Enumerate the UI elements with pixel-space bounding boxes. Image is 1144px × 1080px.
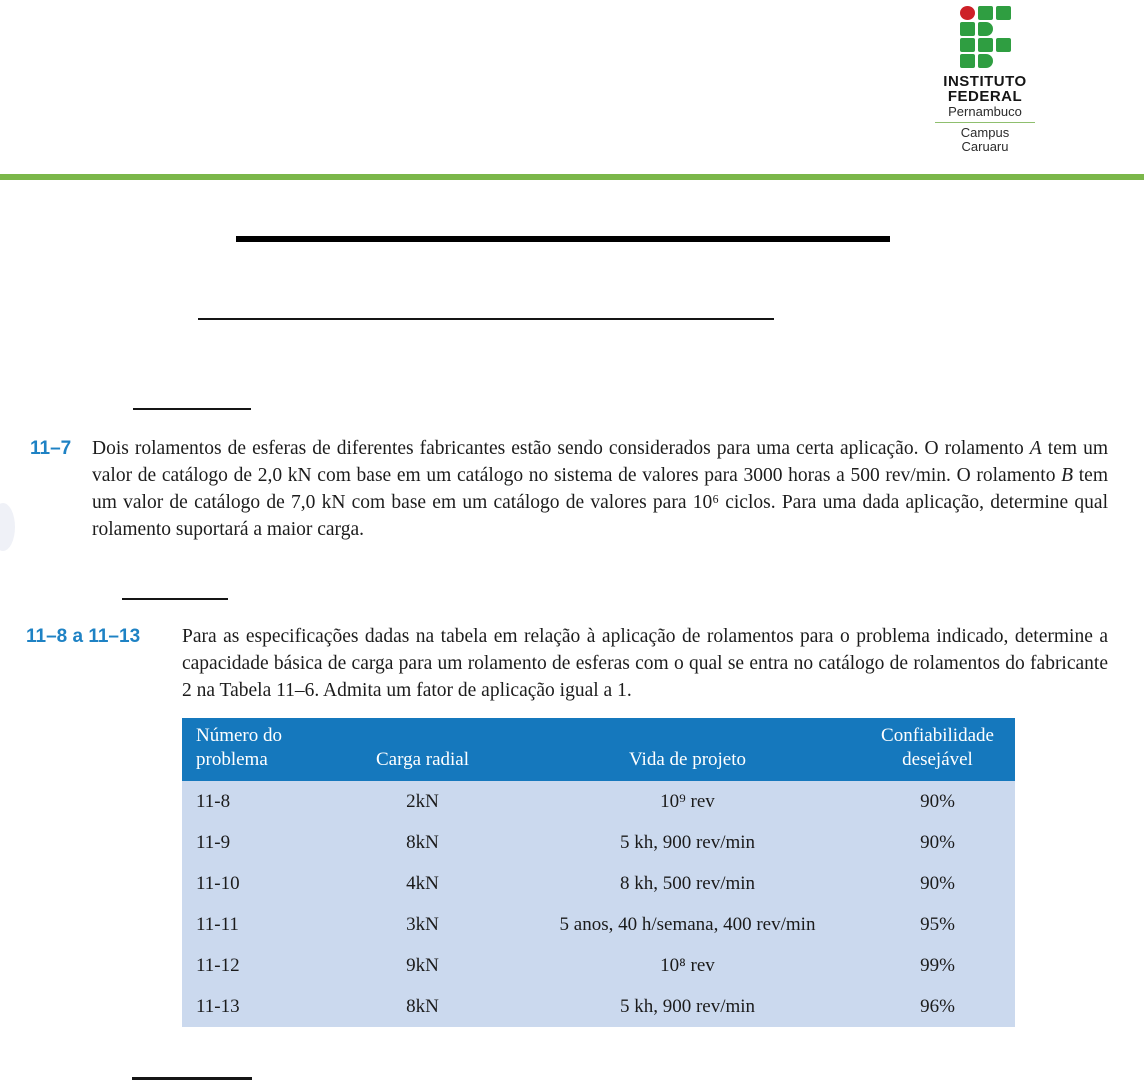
table-cell: 8 kh, 500 rev/min [515,863,860,904]
table-cell: 90% [860,822,1015,863]
table-cell: 90% [860,781,1015,822]
ifpe-logo: INSTITUTO FEDERAL Pernambuco Campus Caru… [898,6,1072,154]
table-cell: 11-10 [182,863,330,904]
header-green-bar [0,174,1144,180]
problem-label-11-8-a-11-13: 11–8 a 11–13 [26,626,141,647]
table-cell: 5 kh, 900 rev/min [515,822,860,863]
table-cell: 2kN [330,781,515,822]
section-rule-above-11-7 [133,408,251,410]
table-cell: 95% [860,904,1015,945]
table-row: 11-12 9kN 10⁸ rev 99% [182,945,1015,986]
table-cell: 11-9 [182,822,330,863]
section-rule-above-11-8 [122,598,228,600]
page-edge-artifact [0,503,15,551]
table-cell: 99% [860,945,1015,986]
logo-state: Pernambuco [948,104,1022,119]
subtitle-rule-thin [198,318,774,320]
logo-divider [935,122,1035,123]
table-cell: 9kN [330,945,515,986]
table-cell: 8kN [330,822,515,863]
logo-institution-line1: INSTITUTO [943,73,1027,90]
table-row: 11-9 8kN 5 kh, 900 rev/min 90% [182,822,1015,863]
logo-red-dot [959,6,975,20]
table-cell: 10⁹ rev [515,781,860,822]
table-row: 11-13 8kN 5 kh, 900 rev/min 96% [182,986,1015,1027]
bearing-spec-table: Número do problema Carga radial Vida de … [182,718,1015,1027]
table-row: 11-11 3kN 5 anos, 40 h/semana, 400 rev/min… [182,904,1015,945]
table-cell: 90% [860,863,1015,904]
table-cell: 5 kh, 900 rev/min [515,986,860,1027]
table-cell: 11-12 [182,945,330,986]
table-row: 11-10 4kN 8 kh, 500 rev/min 90% [182,863,1015,904]
logo-campus-line2: Caruaru [961,139,1009,154]
table-cell: 4kN [330,863,515,904]
table-cell: 11-11 [182,904,330,945]
problem-text-11-7: Dois rolamentos de esferas de diferentes… [92,438,1108,540]
table-cell: 3kN [330,904,515,945]
col-header-design-life: Vida de projeto [515,718,860,781]
col-header-radial-load: Carga radial [330,718,515,781]
col-header-reliability: Confiabilidade desejável [860,718,1015,781]
table-cell: 8kN [330,986,515,1027]
logo-institution-line2: FEDERAL [947,88,1023,105]
logo-campus-line1: Campus [960,125,1010,140]
table-cell: 10⁸ rev [515,945,860,986]
col-header-problem-number: Número do problema [182,718,330,781]
problem-text-11-8-a-11-13: Para as especificações dadas na tabela e… [182,626,1108,701]
table-cell: 96% [860,986,1015,1027]
table-header-row: Número do problema Carga radial Vida de … [182,718,1015,781]
table-cell: 5 anos, 40 h/semana, 400 rev/min [515,904,860,945]
title-rule-thick [236,236,890,242]
table-row: 11-8 2kN 10⁹ rev 90% [182,781,1015,822]
table-cell: 11-8 [182,781,330,822]
table-cell: 11-13 [182,986,330,1027]
problem-label-11-7: 11–7 [30,438,72,459]
table-body: 11-8 2kN 10⁹ rev 90% 11-9 8kN 5 kh, 900 rev/mi… [182,781,1015,1027]
section-rule-bottom [132,1077,252,1080]
ifpe-logo-icon [959,6,1011,68]
